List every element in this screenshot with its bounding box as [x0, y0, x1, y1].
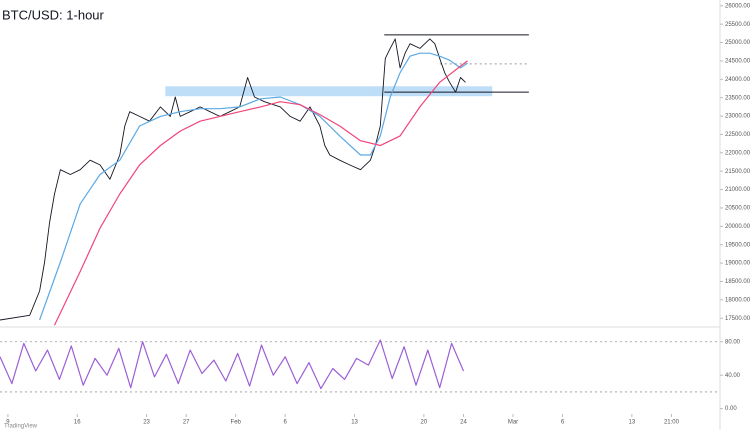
- x-tick-label: 24: [460, 420, 467, 426]
- y-tick-label: 19500.00: [725, 242, 750, 248]
- watermark: TradingView: [4, 424, 38, 430]
- x-tick-label: 27: [183, 420, 190, 426]
- series-line: [53, 60, 468, 326]
- y-tick-label: 25500.00: [725, 22, 750, 28]
- x-tick-label: 6: [284, 420, 288, 426]
- y-tick-label: 24000.00: [725, 77, 750, 83]
- y-tick-label: 18500.00: [725, 279, 750, 285]
- y-tick-label: 18000.00: [725, 297, 750, 303]
- y-tick-label: 26000.00: [725, 3, 750, 9]
- chart-title: BTC/USD: 1-hour: [2, 7, 105, 22]
- y-tick-label: 24500.00: [725, 59, 750, 65]
- y-tick-label: 23500.00: [725, 95, 750, 101]
- x-tick-label: Feb: [231, 420, 242, 426]
- y-tick-label: 80.00: [725, 339, 741, 345]
- y-tick-label: 23000.00: [725, 114, 750, 120]
- x-tick-label: 23: [143, 420, 150, 426]
- x-tick-label: 21:00: [664, 420, 680, 426]
- x-tick-label: 16: [74, 420, 81, 426]
- y-tick-label: 17500.00: [725, 316, 750, 322]
- y-tick-label: 21500.00: [725, 169, 750, 175]
- x-tick-label: 13: [629, 420, 636, 426]
- series-line: [39, 52, 468, 321]
- x-tick-label: 6: [561, 420, 565, 426]
- y-tick-label: 19000.00: [725, 261, 750, 267]
- y-tick-label: 22500.00: [725, 132, 750, 138]
- x-tick-label: 9: [6, 420, 10, 426]
- y-tick-label: 25000.00: [725, 40, 750, 46]
- x-tick-label: 20: [421, 420, 428, 426]
- y-tick-label: 0.00: [725, 406, 737, 412]
- zone-band: [165, 86, 493, 97]
- x-tick-label: 13: [351, 420, 358, 426]
- y-tick-label: 21000.00: [725, 187, 750, 193]
- y-tick-label: 20500.00: [725, 206, 750, 212]
- series-line: [0, 339, 465, 390]
- y-tick-label: 20000.00: [725, 224, 750, 230]
- y-tick-label: 40.00: [725, 373, 741, 379]
- x-tick-label: Mar: [508, 420, 518, 426]
- y-tick-label: 22000.00: [725, 150, 750, 156]
